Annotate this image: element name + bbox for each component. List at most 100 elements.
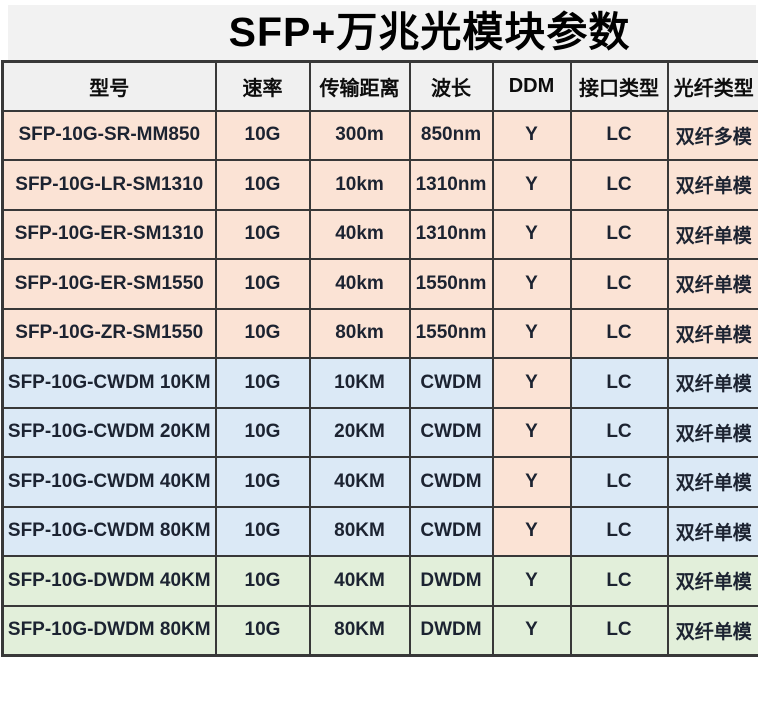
cell-wavelength: 850nm bbox=[408, 109, 494, 161]
table-row: SFP-10G-CWDM 20KM 10G 20KM CWDM Y LC 双纤单模 bbox=[1, 406, 758, 458]
cell-interface: LC bbox=[569, 406, 669, 458]
cell-model: SFP-10G-CWDM 10KM bbox=[1, 357, 217, 409]
table-row: SFP-10G-ZR-SM1550 10G 80km 1550nm Y LC 双纤单模 bbox=[1, 307, 758, 359]
cell-speed: 10G bbox=[214, 505, 311, 557]
cell-distance: 40km bbox=[308, 258, 411, 310]
cell-interface: LC bbox=[569, 555, 669, 607]
cell-model: SFP-10G-ER-SM1310 bbox=[1, 208, 217, 260]
table-row: SFP-10G-LR-SM1310 10G 10km 1310nm Y LC 双纤单模 bbox=[1, 159, 758, 211]
cell-interface: LC bbox=[569, 258, 669, 310]
cell-interface: LC bbox=[569, 357, 669, 409]
cell-speed: 10G bbox=[214, 307, 311, 359]
table-row: SFP-10G-CWDM 80KM 10G 80KM CWDM Y LC 双纤单模 bbox=[1, 505, 758, 557]
cell-distance: 80KM bbox=[308, 604, 411, 656]
cell-distance: 80km bbox=[308, 307, 411, 359]
cell-ddm: Y bbox=[491, 109, 572, 161]
cell-fiber: 双纤多模 bbox=[666, 109, 758, 161]
cell-model: SFP-10G-DWDM 80KM bbox=[1, 604, 217, 656]
table-row: SFP-10G-CWDM 10KM 10G 10KM CWDM Y LC 双纤单模 bbox=[1, 357, 758, 409]
page-title: SFP+万兆光模块参数 bbox=[228, 9, 631, 55]
cell-model: SFP-10G-CWDM 20KM bbox=[1, 406, 217, 458]
cell-ddm: Y bbox=[491, 357, 572, 409]
cell-ddm: Y bbox=[491, 456, 572, 508]
cell-distance: 10km bbox=[308, 159, 411, 211]
table-row: SFP-10G-ER-SM1310 10G 40km 1310nm Y LC 双纤单模 bbox=[1, 208, 758, 260]
cell-fiber: 双纤单模 bbox=[666, 406, 758, 458]
cell-ddm: Y bbox=[491, 307, 572, 359]
cell-wavelength: CWDM bbox=[408, 406, 494, 458]
cell-distance: 40km bbox=[308, 208, 411, 260]
cell-speed: 10G bbox=[214, 456, 311, 508]
cell-model: SFP-10G-ZR-SM1550 bbox=[1, 307, 217, 359]
column-header-interface: 接口类型 bbox=[569, 60, 669, 112]
cell-wavelength: CWDM bbox=[408, 357, 494, 409]
cell-model: SFP-10G-ER-SM1550 bbox=[1, 258, 217, 310]
cell-model: SFP-10G-DWDM 40KM bbox=[1, 555, 217, 607]
cell-fiber: 双纤单模 bbox=[666, 505, 758, 557]
table-row: SFP-10G-SR-MM850 10G 300m 850nm Y LC 双纤多模 bbox=[1, 109, 758, 161]
cell-speed: 10G bbox=[214, 357, 311, 409]
cell-speed: 10G bbox=[214, 555, 311, 607]
cell-ddm: Y bbox=[491, 208, 572, 260]
cell-interface: LC bbox=[569, 159, 669, 211]
column-header-model: 型号 bbox=[1, 60, 217, 112]
cell-ddm: Y bbox=[491, 505, 572, 557]
cell-interface: LC bbox=[569, 109, 669, 161]
column-header-ddm: DDM bbox=[491, 60, 572, 112]
cell-fiber: 双纤单模 bbox=[666, 159, 758, 211]
column-header-speed: 速率 bbox=[214, 60, 311, 112]
cell-fiber: 双纤单模 bbox=[666, 208, 758, 260]
cell-ddm: Y bbox=[491, 406, 572, 458]
cell-ddm: Y bbox=[491, 604, 572, 656]
cell-interface: LC bbox=[569, 208, 669, 260]
cell-distance: 80KM bbox=[308, 505, 411, 557]
cell-ddm: Y bbox=[491, 159, 572, 211]
cell-distance: 40KM bbox=[308, 555, 411, 607]
cell-interface: LC bbox=[569, 456, 669, 508]
column-header-wavelength: 波长 bbox=[408, 60, 494, 112]
cell-distance: 40KM bbox=[308, 456, 411, 508]
cell-wavelength: DWDM bbox=[408, 555, 494, 607]
cell-fiber: 双纤单模 bbox=[666, 555, 758, 607]
cell-distance: 10KM bbox=[308, 357, 411, 409]
cell-fiber: 双纤单模 bbox=[666, 357, 758, 409]
table-row: SFP-10G-DWDM 40KM 10G 40KM DWDM Y LC 双纤单模 bbox=[1, 555, 758, 607]
cell-ddm: Y bbox=[491, 258, 572, 310]
cell-wavelength: DWDM bbox=[408, 604, 494, 656]
cell-speed: 10G bbox=[214, 159, 311, 211]
cell-model: SFP-10G-CWDM 40KM bbox=[1, 456, 217, 508]
cell-model: SFP-10G-CWDM 80KM bbox=[1, 505, 217, 557]
cell-speed: 10G bbox=[214, 604, 311, 656]
cell-wavelength: CWDM bbox=[408, 456, 494, 508]
cell-speed: 10G bbox=[214, 258, 311, 310]
column-header-fiber: 光纤类型 bbox=[666, 60, 758, 112]
cell-distance: 300m bbox=[308, 109, 411, 161]
header-row: 型号 速率 传输距离 波长 DDM 接口类型 光纤类型 bbox=[1, 60, 758, 112]
cell-model: SFP-10G-SR-MM850 bbox=[1, 109, 217, 161]
table-row: SFP-10G-ER-SM1550 10G 40km 1550nm Y LC 双纤单模 bbox=[1, 258, 758, 310]
cell-wavelength: 1310nm bbox=[408, 208, 494, 260]
cell-distance: 20KM bbox=[308, 406, 411, 458]
cell-wavelength: 1550nm bbox=[408, 307, 494, 359]
cell-ddm: Y bbox=[491, 555, 572, 607]
table-row: SFP-10G-CWDM 40KM 10G 40KM CWDM Y LC 双纤单模 bbox=[1, 456, 758, 508]
title-strip: SFP+万兆光模块参数 bbox=[8, 5, 756, 60]
cell-model: SFP-10G-LR-SM1310 bbox=[1, 159, 217, 211]
cell-fiber: 双纤单模 bbox=[666, 307, 758, 359]
cell-interface: LC bbox=[569, 604, 669, 656]
cell-fiber: 双纤单模 bbox=[666, 258, 758, 310]
cell-speed: 10G bbox=[214, 406, 311, 458]
table-row: SFP-10G-DWDM 80KM 10G 80KM DWDM Y LC 双纤单模 bbox=[1, 604, 758, 656]
cell-wavelength: 1550nm bbox=[408, 258, 494, 310]
cell-interface: LC bbox=[569, 307, 669, 359]
cell-interface: LC bbox=[569, 505, 669, 557]
cell-wavelength: 1310nm bbox=[408, 159, 494, 211]
cell-fiber: 双纤单模 bbox=[666, 604, 758, 656]
cell-speed: 10G bbox=[214, 109, 311, 161]
cell-speed: 10G bbox=[214, 208, 311, 260]
cell-wavelength: CWDM bbox=[408, 505, 494, 557]
sfp-module-parameter-table: 型号 速率 传输距离 波长 DDM 接口类型 光纤类型 SFP-10G-SR-M… bbox=[1, 60, 758, 657]
cell-fiber: 双纤单模 bbox=[666, 456, 758, 508]
table-body: SFP-10G-SR-MM850 10G 300m 850nm Y LC 双纤多模 SFP-1… bbox=[1, 109, 758, 656]
column-header-distance: 传输距离 bbox=[308, 60, 411, 112]
